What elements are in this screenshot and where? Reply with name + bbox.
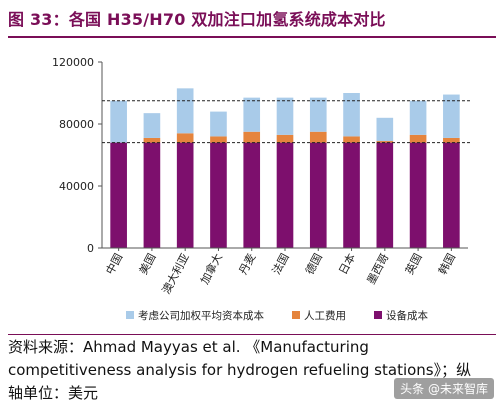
bar-segment-labor-cost — [409, 134, 427, 143]
legend-label: 人工费用 — [304, 309, 346, 322]
bar-segment-equipment-cost — [409, 142, 427, 248]
bar-segment-capital-cost — [276, 97, 294, 135]
bar-segment-capital-cost — [309, 97, 327, 132]
bar-segment-equipment-cost — [110, 142, 127, 248]
bar-segment-labor-cost — [210, 136, 227, 143]
bar-segment-capital-cost — [143, 113, 161, 138]
bar-segment-equipment-cost — [309, 142, 327, 248]
legend-swatch — [126, 311, 134, 319]
bar-segment-equipment-cost — [343, 142, 360, 248]
x-tick-label: 日本 — [336, 251, 359, 277]
y-tick-label: 120000 — [52, 56, 94, 69]
source-line-1: 资料来源：Ahmad Mayyas et al. 《Manufacturing — [8, 338, 369, 356]
x-tick-label: 英国 — [402, 251, 425, 277]
bar-segment-equipment-cost — [143, 142, 161, 248]
bar-segment-capital-cost — [110, 100, 127, 143]
bar-segment-labor-cost — [343, 136, 360, 143]
watermark: 头条 @未来智库 — [394, 378, 494, 399]
y-tick-label: 80000 — [59, 118, 94, 131]
source-divider — [8, 334, 496, 335]
bar-segment-capital-cost — [210, 111, 227, 137]
bar-segment-labor-cost — [309, 131, 327, 143]
legend-label: 设备成本 — [386, 309, 428, 322]
y-tick-label: 40000 — [59, 180, 94, 193]
source-line-2: competitiveness analysis for hydrogen re… — [8, 361, 472, 379]
bar-segment-equipment-cost — [243, 142, 261, 248]
bar-segment-labor-cost — [276, 134, 294, 143]
source-note: 资料来源：Ahmad Mayyas et al. 《Manufacturing … — [8, 336, 496, 405]
legend-label: 考虑公司加权平均资本成本 — [138, 309, 264, 322]
x-axis: 中国 美国 澳大利亚 加拿大 丹麦 法国 德国 日本 墨西哥 英国 韩国 — [102, 247, 468, 296]
bar-segment-capital-cost — [443, 94, 460, 138]
x-tick-label: 澳大利亚 — [159, 251, 192, 296]
bar-segment-labor-cost — [243, 131, 261, 143]
x-tick-label: 加拿大 — [197, 251, 225, 287]
x-tick-label: 中国 — [103, 251, 125, 277]
x-tick-label: 丹麦 — [237, 251, 259, 277]
x-tick-label: 法国 — [269, 251, 292, 277]
bar-segment-capital-cost — [343, 93, 360, 137]
legend-swatch — [292, 311, 300, 319]
source-line-3: 轴单位：美元 — [8, 384, 99, 402]
title-divider — [8, 36, 496, 38]
bar-segment-equipment-cost — [176, 142, 194, 248]
bar-segment-labor-cost — [143, 137, 161, 143]
bar-segment-labor-cost — [443, 137, 460, 143]
bar-segment-equipment-cost — [376, 142, 394, 248]
figure-title: 图 33：各国 H35/H70 双加注口加氢系统成本对比 — [8, 10, 386, 29]
bar-segment-equipment-cost — [210, 142, 227, 248]
y-axis: 0 40000 80000 120000 — [52, 56, 103, 255]
bar-segment-equipment-cost — [443, 142, 460, 248]
reference-lines — [102, 100, 472, 144]
y-tick-label: 0 — [87, 242, 94, 255]
stacked-bar-chart: 0 40000 80000 120000 中国 美国 澳大利亚 加拿大 丹麦 法国 德国 日本 墨西哥… — [52, 56, 472, 322]
x-tick-label: 美国 — [137, 251, 159, 277]
bar-segment-labor-cost — [176, 133, 194, 143]
x-tick-label: 墨西哥 — [364, 251, 391, 286]
bar-segment-labor-cost — [376, 141, 394, 143]
bar-segment-equipment-cost — [276, 142, 294, 248]
bar-group — [110, 88, 460, 248]
bar-segment-capital-cost — [176, 88, 194, 134]
legend: 考虑公司加权平均资本成本 人工费用 设备成本 — [126, 309, 428, 322]
x-tick-label: 韩国 — [435, 251, 458, 277]
bar-segment-capital-cost — [376, 117, 394, 142]
legend-swatch — [374, 311, 382, 319]
bar-segment-capital-cost — [243, 97, 261, 132]
bar-segment-capital-cost — [409, 100, 427, 135]
x-tick-label: 德国 — [302, 251, 325, 277]
